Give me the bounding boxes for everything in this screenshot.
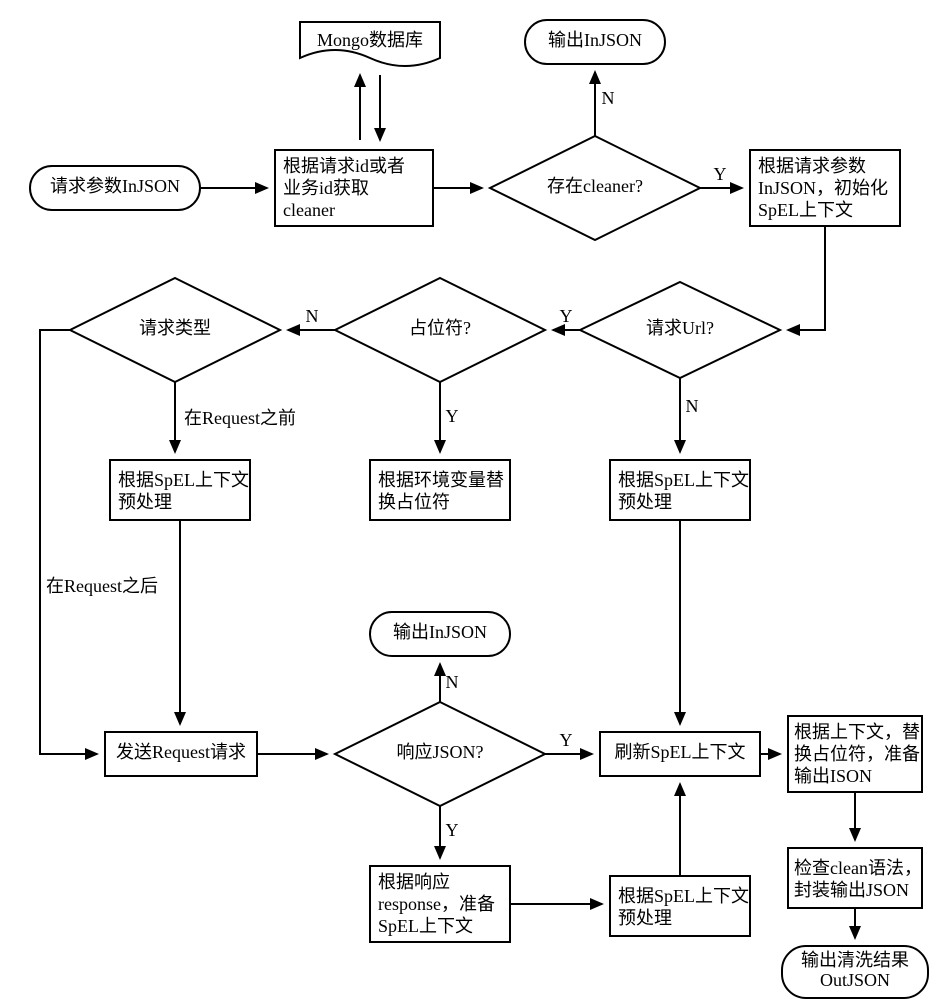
edge-init-to-url (788, 226, 825, 330)
svg-text:Mongo数据库: Mongo数据库 (317, 30, 423, 50)
svg-text:输出ISON: 输出ISON (794, 766, 872, 786)
node-preprocess-bottom: 根据SpEL上下文 预处理 (610, 876, 750, 936)
svg-text:InJSON，初始化: InJSON，初始化 (758, 178, 888, 198)
svg-text:根据请求参数: 根据请求参数 (758, 156, 866, 176)
label-n-url: N (686, 396, 699, 416)
node-refresh-spel: 刷新SpEL上下文 (600, 732, 760, 776)
label-after: 在Request之后 (46, 576, 158, 596)
node-input-json: 请求参数InJSON (30, 166, 200, 210)
node-request-type: 请求类型 (70, 278, 280, 382)
svg-text:请求Url?: 请求Url? (646, 318, 714, 338)
svg-text:预处理: 预处理 (618, 908, 672, 928)
svg-text:预处理: 预处理 (118, 492, 172, 512)
svg-text:输出InJSON: 输出InJSON (548, 30, 642, 50)
svg-text:刷新SpEL上下文: 刷新SpEL上下文 (614, 742, 745, 762)
label-n-cleaner: N (602, 88, 615, 108)
node-cleaner-decision: 存在cleaner? (490, 136, 700, 240)
label-y-resp2: Y (446, 820, 459, 840)
svg-text:预处理: 预处理 (618, 492, 672, 512)
svg-text:换占位符，准备: 换占位符，准备 (794, 744, 920, 764)
svg-text:根据环境变量替: 根据环境变量替 (378, 470, 504, 490)
svg-text:根据SpEL上下文: 根据SpEL上下文 (618, 470, 749, 490)
label-before: 在Request之前 (184, 408, 296, 428)
svg-text:根据响应: 根据响应 (378, 872, 450, 892)
node-prepare-output: 根据上下文，替 换占位符，准备 输出ISON (788, 716, 922, 792)
flowchart-canvas: Mongo数据库 输出InJSON 请求参数InJSON 根据请求id或者 业务… (0, 0, 936, 1000)
svg-text:请求参数InJSON: 请求参数InJSON (50, 176, 180, 196)
node-mongo: Mongo数据库 (300, 22, 440, 66)
svg-text:请求类型: 请求类型 (139, 318, 211, 338)
svg-text:根据请求id或者: 根据请求id或者 (283, 156, 405, 176)
svg-text:封装输出JSON: 封装输出JSON (794, 880, 909, 900)
svg-text:响应JSON?: 响应JSON? (396, 742, 483, 762)
node-get-cleaner: 根据请求id或者 业务id获取 cleaner (275, 150, 433, 226)
label-y-cleaner: Y (714, 164, 727, 184)
node-output-top: 输出InJSON (525, 20, 665, 64)
svg-text:存在cleaner?: 存在cleaner? (547, 176, 643, 196)
svg-text:检查clean语法，: 检查clean语法， (794, 858, 922, 878)
node-url-decision: 请求Url? (580, 282, 780, 378)
node-response-json-decision: 响应JSON? (335, 702, 545, 806)
label-n-resp: N (446, 672, 459, 692)
svg-text:response，准备: response，准备 (378, 894, 495, 914)
svg-text:换占位符: 换占位符 (378, 492, 450, 512)
svg-text:SpEL上下文: SpEL上下文 (758, 200, 853, 220)
svg-text:输出InJSON: 输出InJSON (393, 622, 487, 642)
node-prepare-context: 根据响应 response，准备 SpEL上下文 (370, 866, 510, 942)
node-check-clean: 检查clean语法， 封装输出JSON (788, 848, 922, 908)
svg-text:业务id获取: 业务id获取 (283, 178, 369, 198)
node-preprocess-left: 根据SpEL上下文 预处理 (110, 460, 250, 520)
node-output-mid: 输出InJSON (370, 612, 510, 656)
svg-text:根据上下文，替: 根据上下文，替 (794, 722, 920, 742)
edge-reqtype-after (40, 330, 97, 754)
node-init-spel: 根据请求参数 InJSON，初始化 SpEL上下文 (750, 150, 900, 226)
svg-text:占位符?: 占位符? (409, 318, 471, 338)
label-y-resp: Y (560, 730, 573, 750)
node-send-request: 发送Request请求 (105, 732, 257, 776)
node-replace-placeholder: 根据环境变量替 换占位符 (370, 460, 510, 520)
svg-text:输出清洗结果: 输出清洗结果 (801, 950, 909, 970)
node-placeholder-decision: 占位符? (335, 278, 545, 382)
node-output-final: 输出清洗结果 OutJSON (782, 946, 928, 998)
label-n-placeholder: N (306, 306, 319, 326)
svg-text:OutJSON: OutJSON (820, 970, 890, 990)
svg-text:cleaner: cleaner (283, 200, 335, 220)
svg-text:根据SpEL上下文: 根据SpEL上下文 (118, 470, 249, 490)
label-y-url: Y (560, 306, 573, 326)
svg-text:发送Request请求: 发送Request请求 (116, 742, 246, 762)
svg-text:SpEL上下文: SpEL上下文 (378, 916, 473, 936)
label-y-placeholder: Y (446, 406, 459, 426)
node-preprocess-right: 根据SpEL上下文 预处理 (610, 460, 750, 520)
svg-text:根据SpEL上下文: 根据SpEL上下文 (618, 886, 749, 906)
